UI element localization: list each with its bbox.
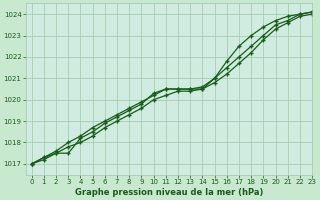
X-axis label: Graphe pression niveau de la mer (hPa): Graphe pression niveau de la mer (hPa) bbox=[75, 188, 263, 197]
